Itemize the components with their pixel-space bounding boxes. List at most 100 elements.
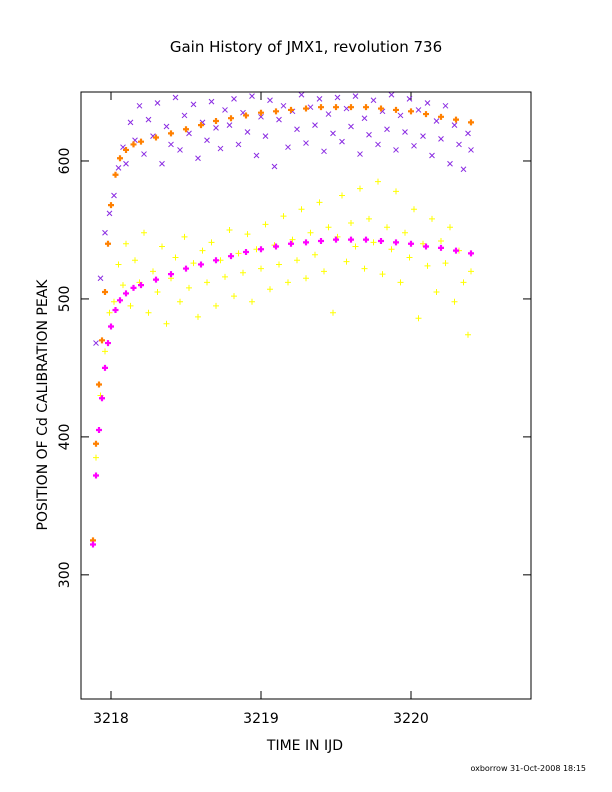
data-point <box>468 268 474 275</box>
data-point <box>343 258 350 265</box>
data-point <box>258 265 264 272</box>
data-point <box>397 279 404 286</box>
y-tick-label: 500 <box>57 286 73 313</box>
data-point <box>294 126 300 133</box>
data-point <box>408 240 414 247</box>
data-point <box>378 237 384 244</box>
data-point <box>280 102 287 109</box>
data-point <box>363 104 369 111</box>
data-point <box>96 426 102 433</box>
data-point <box>172 254 179 261</box>
data-point <box>217 145 224 152</box>
data-point <box>123 290 129 297</box>
data-point <box>438 113 444 120</box>
data-point <box>127 119 134 126</box>
data-point <box>106 309 113 316</box>
data-point <box>415 107 422 113</box>
data-point <box>357 151 363 157</box>
data-point <box>235 141 242 148</box>
data-point <box>438 237 444 244</box>
data-point <box>112 171 119 178</box>
data-point <box>204 137 210 144</box>
data-point <box>411 142 417 149</box>
data-point <box>468 250 474 257</box>
data-point <box>370 97 377 104</box>
data-point <box>303 140 309 146</box>
data-point <box>288 106 294 113</box>
data-point <box>339 138 345 145</box>
data-point <box>348 236 354 243</box>
data-point <box>433 118 440 124</box>
data-point <box>159 160 165 167</box>
data-point <box>460 279 467 286</box>
data-point <box>159 243 165 250</box>
data-point <box>111 298 117 305</box>
data-point <box>153 276 159 283</box>
data-point <box>177 298 183 305</box>
data-point <box>406 254 413 261</box>
y-tick-label: 600 <box>57 148 73 175</box>
data-point <box>208 239 215 246</box>
data-point <box>226 122 233 128</box>
data-point <box>447 224 453 231</box>
data-point <box>190 260 197 267</box>
data-point <box>352 243 359 250</box>
data-point <box>451 298 458 305</box>
data-point <box>120 282 126 289</box>
x-axis-label: TIME IN IJD <box>266 738 344 754</box>
data-point <box>288 240 294 247</box>
data-point <box>333 236 339 243</box>
data-point <box>298 206 305 213</box>
data-point <box>280 213 287 220</box>
data-point <box>93 340 99 346</box>
data-point <box>108 202 114 209</box>
data-point <box>130 284 137 291</box>
data-point <box>378 105 384 112</box>
data-point <box>379 271 386 278</box>
data-point <box>393 106 399 113</box>
data-point <box>318 104 324 111</box>
data-point <box>141 151 147 157</box>
data-point <box>453 116 459 123</box>
data-point <box>303 239 309 246</box>
data-point <box>96 381 102 388</box>
data-point <box>348 123 354 130</box>
data-point <box>357 185 363 192</box>
data-point <box>222 273 228 280</box>
data-point <box>213 125 219 131</box>
data-point <box>112 306 119 313</box>
data-point <box>285 144 291 151</box>
data-point <box>183 265 189 272</box>
data-point <box>273 243 279 250</box>
data-point <box>105 340 111 347</box>
data-point <box>271 163 278 170</box>
data-point <box>108 323 114 330</box>
data-point <box>334 94 341 101</box>
data-point <box>253 152 260 159</box>
data-point <box>321 268 327 275</box>
data-point <box>115 165 122 171</box>
data-point <box>222 107 228 113</box>
data-point <box>213 302 219 309</box>
data-point <box>97 275 104 282</box>
data-point <box>453 247 459 254</box>
data-point <box>115 261 122 268</box>
data-point <box>99 395 105 402</box>
data-point <box>406 96 413 102</box>
data-point <box>415 315 422 322</box>
footer-note: oxborrow 31-Oct-2008 18:15 <box>470 764 586 773</box>
data-point <box>420 133 426 139</box>
data-point <box>352 93 359 99</box>
data-point <box>361 115 368 122</box>
data-point <box>132 257 138 264</box>
data-point <box>262 221 269 228</box>
data-point <box>145 309 152 316</box>
data-point <box>348 220 354 227</box>
data-point <box>330 130 336 137</box>
data-point <box>303 275 309 282</box>
data-point <box>402 229 408 236</box>
data-point <box>136 102 143 109</box>
data-point <box>433 289 440 296</box>
data-point <box>366 215 372 222</box>
